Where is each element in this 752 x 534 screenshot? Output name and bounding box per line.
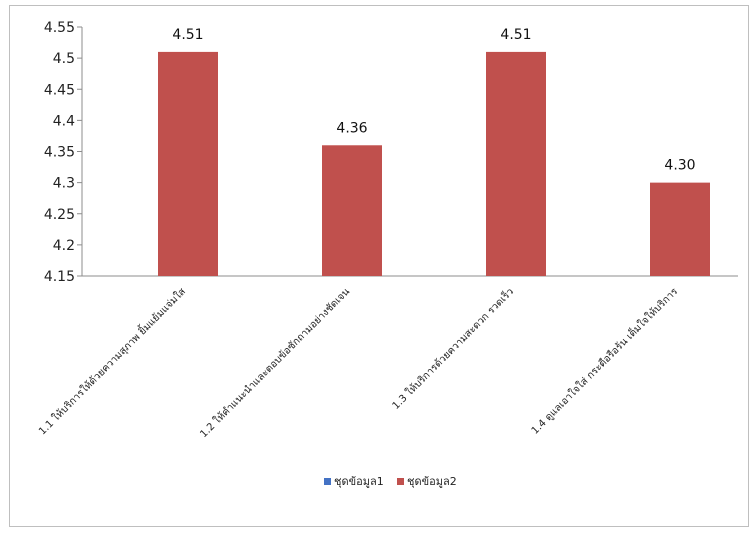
bar [486, 51, 546, 277]
data-label: 4.51 [172, 27, 203, 43]
y-axis: 4.15 4.2 4.25 4.3 4.35 4.4 4.45 4.5 4.55 [44, 20, 738, 285]
legend-swatch-series-1 [324, 478, 331, 485]
bars [158, 51, 710, 277]
data-label: 4.30 [664, 158, 695, 174]
legend-label-series-1: ชุดข้อมูล1 [334, 475, 384, 488]
y-tick-label: 4.2 [53, 238, 75, 254]
y-tick-label: 4.4 [53, 113, 75, 129]
legend-swatch-series-2 [397, 478, 404, 485]
y-tick-label: 4.55 [44, 20, 75, 36]
bar [158, 51, 218, 277]
y-tick-label: 4.3 [53, 176, 75, 192]
x-axis-labels: 1.1 ให้บริการให้ด้วยความสุภาพ ยิ้มแย้มแจ… [35, 284, 681, 440]
data-label: 4.51 [500, 27, 531, 43]
y-tick-label: 4.15 [44, 269, 75, 285]
y-tick-label: 4.5 [53, 51, 75, 67]
y-tick-label: 4.45 [44, 82, 75, 98]
legend-label-series-2: ชุดข้อมูล2 [407, 475, 457, 488]
data-label: 4.36 [336, 120, 367, 136]
y-tick-label: 4.25 [44, 207, 75, 223]
x-tick-label: 1.3 ให้บริการด้วยความสะดวก รวดเร็ว [388, 284, 516, 412]
x-tick-label: 1.4 ดูแลเอาใจใส่ กระตือรือร้น เต็มใจให้บ… [528, 284, 681, 437]
x-tick-label: 1.1 ให้บริการให้ด้วยความสุภาพ ยิ้มแย้มแจ… [35, 284, 188, 437]
legend: ชุดข้อมูล1 ชุดข้อมูล2 [324, 475, 457, 488]
bar [650, 182, 710, 276]
y-tick-label: 4.35 [44, 145, 75, 161]
data-labels: 4.51 4.36 4.51 4.30 [172, 27, 695, 174]
bar [322, 145, 382, 276]
x-tick-label: 1.2 ให้คำแนะนำและตอบข้อซักถามอย่างชัดเจน [198, 286, 353, 441]
